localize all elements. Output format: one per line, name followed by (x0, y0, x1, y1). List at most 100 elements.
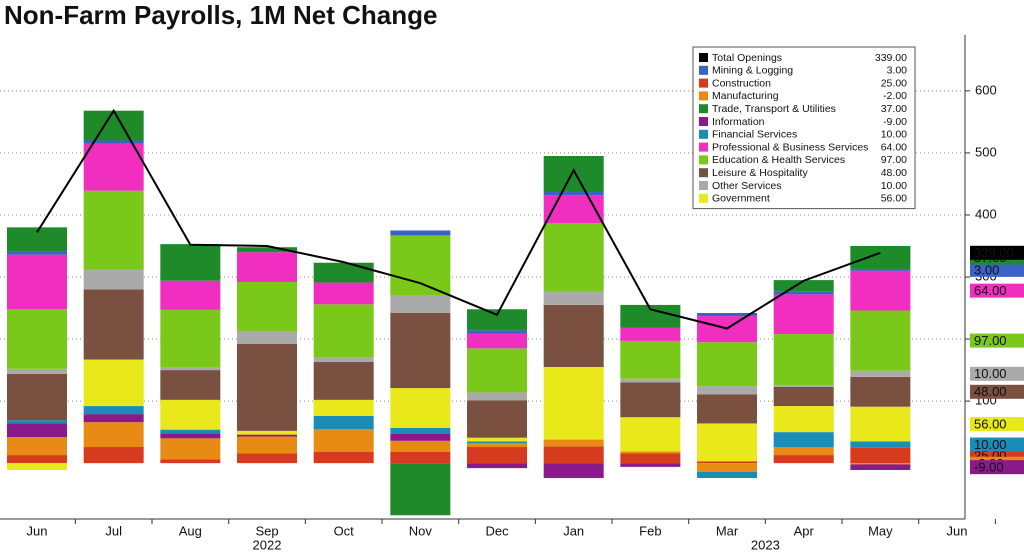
bar-segment (467, 443, 528, 448)
bar-segment (313, 415, 374, 430)
bar-segment (850, 245, 911, 269)
legend-value: 56.00 (881, 193, 907, 205)
bar-segment (313, 304, 374, 358)
legend-label: Information (712, 116, 765, 128)
legend-label: Total Openings (712, 52, 782, 64)
bar-segment (773, 455, 834, 464)
bar-segment (773, 447, 834, 456)
bar-segment (7, 254, 67, 310)
bar-segment (390, 451, 451, 464)
legend-label: Leisure & Hospitality (712, 167, 808, 179)
bar-segment (237, 434, 298, 437)
bar-segment (697, 342, 758, 387)
x-tick-label: Dec (485, 523, 509, 538)
bar-segment (160, 438, 221, 460)
value-tag-label: 339.00 (974, 245, 1014, 260)
x-tick-label: Jul (105, 523, 122, 538)
bar-segment (237, 344, 298, 431)
x-tick-label: Jan (563, 523, 584, 538)
bar-segment (773, 334, 834, 385)
legend-label: Government (712, 193, 770, 205)
bar-segment (83, 289, 144, 360)
legend-swatch (699, 142, 708, 152)
value-tag (970, 333, 1024, 348)
legend-swatch (699, 78, 708, 88)
bar-segment (313, 282, 374, 305)
legend-label: Mining & Logging (712, 65, 793, 77)
legend-label: Construction (712, 77, 771, 89)
bar-segment (850, 376, 911, 407)
bar-segment (237, 430, 298, 435)
legend-value: 64.00 (881, 141, 907, 153)
bar-segment (7, 437, 67, 456)
x-tick-label: Aug (179, 523, 202, 538)
bar-segment (697, 312, 758, 317)
bar-segment (160, 366, 221, 371)
legend-box (692, 46, 916, 210)
x-tick-label: Jun (947, 523, 968, 538)
bar-segment (773, 406, 834, 433)
bar-segment (467, 392, 528, 401)
bar-segment (620, 453, 681, 464)
bar-segment (850, 406, 911, 442)
bar-segment (160, 399, 221, 430)
legend-label: Other Services (712, 180, 781, 192)
year-label: 2022 (253, 537, 282, 552)
bar-segment (467, 447, 528, 464)
bar-segment (83, 140, 144, 144)
x-tick-label: Apr (794, 523, 815, 538)
bar-segment (83, 143, 144, 191)
legend-swatch (699, 181, 708, 190)
bar-segment (543, 156, 604, 192)
bar-segment (467, 333, 528, 349)
bar-segment (390, 230, 451, 236)
bar-segment (237, 281, 298, 331)
chart-title: Non-Farm Payrolls, 1M Net Change (4, 0, 437, 30)
y-tick-label: 500 (975, 144, 997, 159)
bar-segment (620, 463, 681, 467)
bar-segment (697, 471, 758, 479)
legend-value: 25.00 (881, 77, 907, 89)
bar-segment (313, 451, 374, 464)
total-line (36, 108, 881, 330)
legend-value: -2.00 (883, 90, 907, 102)
bar-segment (467, 348, 528, 393)
bar-segment (390, 235, 451, 295)
bar-segment (160, 370, 221, 400)
bar-segment (313, 429, 374, 452)
legend-value: 97.00 (881, 154, 907, 166)
bar-segment (543, 191, 604, 196)
value-tag-label: 97.00 (974, 333, 1007, 348)
bar-segment (390, 294, 451, 313)
bar-segment (390, 312, 451, 389)
value-tag-label: 48.00 (974, 384, 1007, 399)
bar-segment (467, 437, 528, 442)
legend-label: Manufacturing (712, 90, 779, 102)
value-tag-label: 10.00 (974, 437, 1007, 452)
legend-label: Trade, Transport & Utilities (712, 103, 836, 115)
value-tag-label: 64.00 (974, 283, 1007, 298)
bar-segment (850, 441, 911, 448)
x-tick-label: Mar (716, 523, 739, 538)
bar-segment (7, 251, 67, 255)
bar-segment (620, 340, 681, 379)
value-tag (970, 384, 1024, 399)
bar-segment (850, 370, 911, 377)
bar-segment (313, 262, 374, 283)
bar-segment (83, 110, 144, 141)
value-tag (970, 245, 1024, 260)
bar-segment (697, 394, 758, 424)
bar-segment (7, 463, 67, 470)
value-tag-label: 10.00 (974, 366, 1007, 381)
legend-label: Education & Health Services (712, 154, 845, 166)
bar-segment (237, 252, 298, 282)
bar-segment (160, 309, 221, 367)
x-tick-label: Jun (27, 523, 48, 538)
bar-segment (850, 447, 911, 464)
value-tag-label: -9.00 (974, 460, 1004, 475)
legend-swatch (699, 104, 708, 114)
legend-swatch (699, 129, 708, 139)
bar-segment (83, 359, 144, 407)
value-tag (970, 366, 1024, 381)
bar-segment (543, 223, 604, 292)
